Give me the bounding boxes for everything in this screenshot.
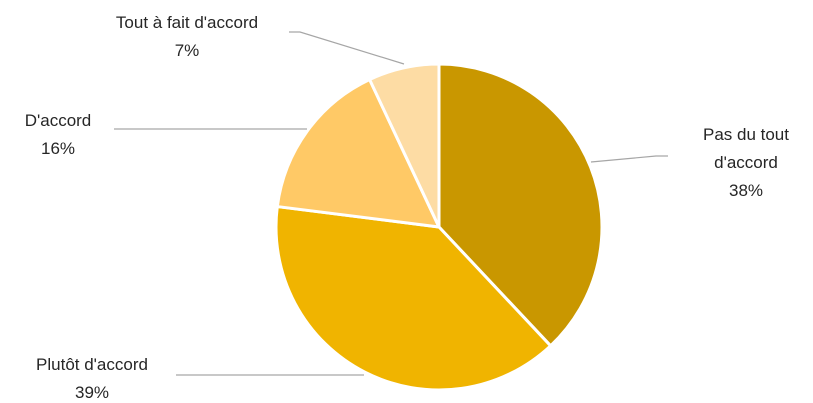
slice-label: D'accord 16%	[25, 111, 92, 158]
slice-label: Pas du tout d'accord 38%	[703, 125, 789, 200]
slice-percent-label: 16%	[41, 139, 75, 158]
pie-slice-pas-du-tout-d-accord	[437, 62, 604, 348]
slice-label: Tout à fait d'accord 7%	[116, 13, 258, 60]
slice-category-label: Tout à fait d'accord	[116, 13, 258, 32]
slice-percent-label: 39%	[75, 383, 109, 402]
slice-labels: Pas du tout d'accord 38% Plutôt d'accord 39%…	[25, 13, 790, 402]
slice-percent-label: 7%	[175, 41, 200, 60]
slice-category-label: d'accord	[714, 153, 778, 172]
slice-percent-label: 38%	[729, 181, 763, 200]
leader-lines	[114, 31, 668, 376]
pie-slice-plut-t-d-accord	[274, 205, 553, 392]
slice-category-label: Plutôt d'accord	[36, 355, 148, 374]
slice-category-label: Pas du tout	[703, 125, 789, 144]
pie-slice-tout-fait-d-accord	[368, 62, 441, 229]
slice-category-label: D'accord	[25, 111, 92, 130]
slice-label: Plutôt d'accord 39%	[36, 355, 148, 402]
leader-line	[289, 31, 405, 65]
pie-slices	[274, 62, 604, 392]
leader-line	[590, 155, 668, 163]
pie-slice-d-accord	[275, 78, 441, 229]
